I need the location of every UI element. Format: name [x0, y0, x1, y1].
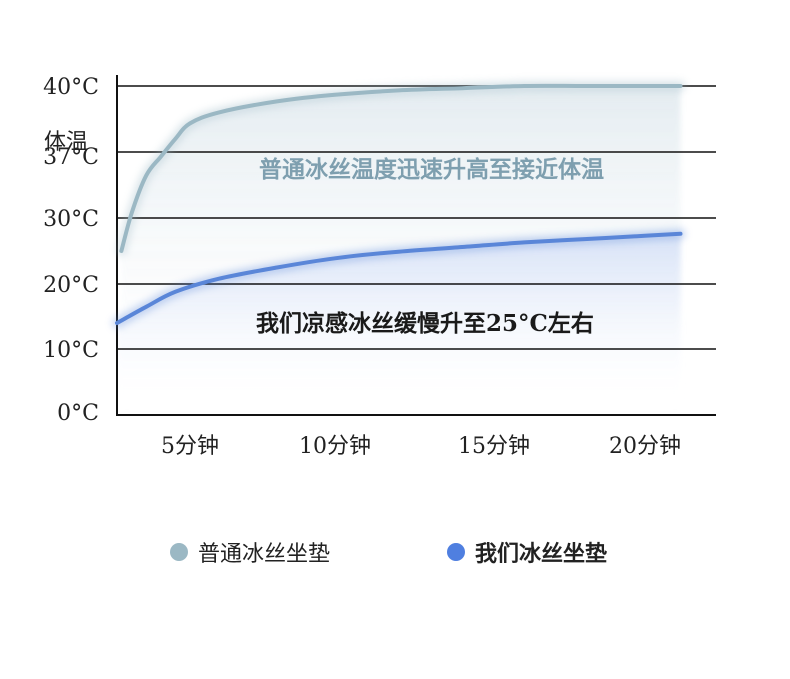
- y-tick-label: 37°C: [43, 145, 99, 170]
- temperature-chart: 40°C37°C30°C20°C10°C0°C 5分钟 10分钟 15分钟 20分钟 …: [43, 75, 716, 459]
- legend: 普通冰丝坐垫 我们冰丝坐垫: [0, 536, 790, 570]
- series-line: [115, 231, 683, 325]
- annotation-ours: 我们凉感冰丝缓慢升至25°C左右: [256, 310, 594, 337]
- axes: [116, 75, 716, 416]
- y-tick-labels: 40°C 37°C 30°C 20°C 10°C 0°C: [43, 75, 99, 426]
- y-tick-label: 10°C: [43, 338, 99, 363]
- legend-dot-regular: [170, 543, 188, 561]
- x-tick-labels: 5分钟 10分钟 15分钟 20分钟: [161, 434, 681, 459]
- legend-item-regular: 普通冰丝坐垫: [170, 536, 330, 568]
- series-line: [119, 83, 683, 253]
- series-lines: [112, 80, 686, 328]
- y-tick-label: 0°C: [57, 401, 99, 426]
- legend-item-ours: 我们冰丝坐垫: [447, 536, 607, 568]
- annotation-regular: 普通冰丝温度迅速升高至接近体温: [259, 156, 604, 183]
- x-tick-label: 5分钟: [161, 434, 219, 459]
- x-tick-label: 20分钟: [609, 434, 681, 459]
- legend-label-regular: 普通冰丝坐垫: [198, 542, 331, 567]
- x-tick-label: 15分钟: [458, 434, 530, 459]
- series-area: [117, 233, 681, 412]
- y-tick-label: 30°C: [43, 207, 99, 232]
- legend-dot-ours: [447, 543, 465, 561]
- y-tick-label: 20°C: [43, 273, 99, 298]
- x-tick-label: 10分钟: [299, 434, 371, 459]
- y-tick-label: 40°C: [43, 75, 99, 100]
- y-extra-label: 体温: [44, 130, 88, 155]
- legend-label-ours: 我们冰丝坐垫: [475, 541, 608, 567]
